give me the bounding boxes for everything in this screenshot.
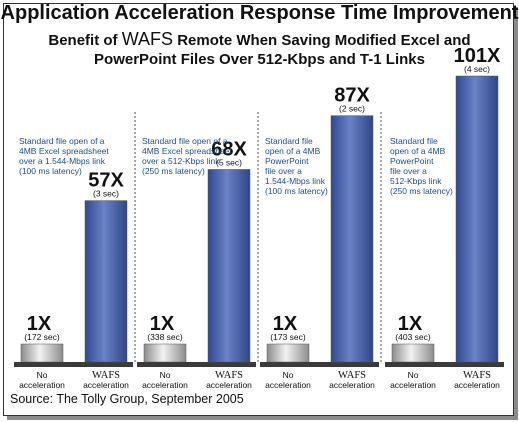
- panel-note: over a 1.544-Mbps link: [19, 156, 106, 166]
- category-label: acceleration: [206, 380, 252, 390]
- subtitle-brand: WAFS: [121, 29, 174, 49]
- category-label: WAFS: [463, 370, 491, 381]
- panel-note: file over a: [265, 166, 302, 176]
- panel-note: 1.544-Mbps link: [265, 176, 326, 186]
- category-label: acceleration: [19, 380, 65, 390]
- panel-note: (100 ms latency): [265, 186, 328, 196]
- panel-note: 4MB Excel spreadsheet: [142, 146, 232, 156]
- bar-time-label: (173 sec): [270, 332, 306, 342]
- bar-multiplier-label: 87X: [334, 85, 370, 107]
- panel-note: 4MB Excel spreadsheet: [19, 146, 109, 156]
- panel-note: (250 ms latency): [142, 166, 205, 176]
- bar-time-label: (3 sec): [93, 189, 119, 199]
- category-label: acceleration: [329, 380, 375, 390]
- wafs-bar: [84, 200, 128, 363]
- panel-note: Standard file open of a: [19, 136, 105, 146]
- baseline-bar: [266, 343, 310, 363]
- panel-base: [260, 362, 379, 367]
- category-label: No: [160, 370, 171, 380]
- panel-note: Standard file open of a: [142, 136, 228, 146]
- panel-base: [137, 362, 256, 367]
- bar-multiplier-label: 1X: [273, 313, 298, 335]
- bar-time-label: (172 sec): [24, 332, 60, 342]
- subtitle-post: Remote When Saving Modified Excel and: [177, 32, 471, 49]
- category-label: acceleration: [265, 380, 311, 390]
- category-label: WAFS: [215, 370, 243, 381]
- panel-note: over a 512-Kbps link: [142, 156, 220, 166]
- panel-note: PowerPoint: [390, 156, 434, 166]
- panel-base: [14, 362, 133, 367]
- panel-note: PowerPoint: [265, 156, 309, 166]
- panel-note: file over a: [390, 166, 427, 176]
- source-note: Source: The Tolly Group, September 2005: [10, 392, 244, 406]
- chart-title: Application Acceleration Response Time I…: [0, 2, 519, 24]
- bar-multiplier-label: 101X: [454, 45, 501, 67]
- panel-note: (100 ms latency): [19, 166, 82, 176]
- bar-multiplier-label: 1X: [398, 313, 423, 335]
- wafs-bar: [455, 75, 499, 363]
- category-label: WAFS: [92, 370, 120, 381]
- bar-multiplier-label: 57X: [88, 170, 124, 192]
- bar-time-label: (338 sec): [147, 332, 183, 342]
- panel-note: (250 ms latency): [390, 186, 453, 196]
- baseline-bar: [143, 343, 187, 363]
- subtitle-line2: PowerPoint Files Over 512-Kbps and T-1 L…: [94, 51, 425, 68]
- panel-base: [385, 362, 504, 367]
- category-label: acceleration: [142, 380, 188, 390]
- category-label: acceleration: [390, 380, 436, 390]
- category-label: No: [408, 370, 419, 380]
- baseline-bar: [391, 343, 435, 363]
- bar-time-label: (2 sec): [339, 104, 365, 114]
- baseline-bar: [20, 343, 64, 363]
- bar-time-label: (5 sec): [216, 157, 242, 167]
- panel-note: 512-Kbps link: [390, 176, 442, 186]
- bar-time-label: (4 sec): [464, 64, 490, 74]
- chart-subtitle: Benefit of WAFS Remote When Saving Modif…: [0, 30, 519, 69]
- category-label: No: [37, 370, 48, 380]
- panel-note: open of a 4MB: [265, 146, 321, 156]
- bar-time-label: (403 sec): [395, 332, 431, 342]
- bar-multiplier-label: 1X: [150, 313, 175, 335]
- wafs-bar: [207, 169, 251, 363]
- bar-multiplier-label: 68X: [211, 138, 247, 160]
- panel-note: Standard file: [265, 136, 313, 146]
- category-label: acceleration: [454, 380, 500, 390]
- subtitle-pre: Benefit of: [48, 32, 118, 49]
- wafs-bar: [330, 115, 374, 363]
- category-label: acceleration: [83, 380, 129, 390]
- bar-multiplier-label: 1X: [27, 313, 52, 335]
- panel-note: open of a 4MB: [390, 146, 446, 156]
- category-label: WAFS: [338, 370, 366, 381]
- category-label: No: [283, 370, 294, 380]
- panel-note: Standard file: [390, 136, 438, 146]
